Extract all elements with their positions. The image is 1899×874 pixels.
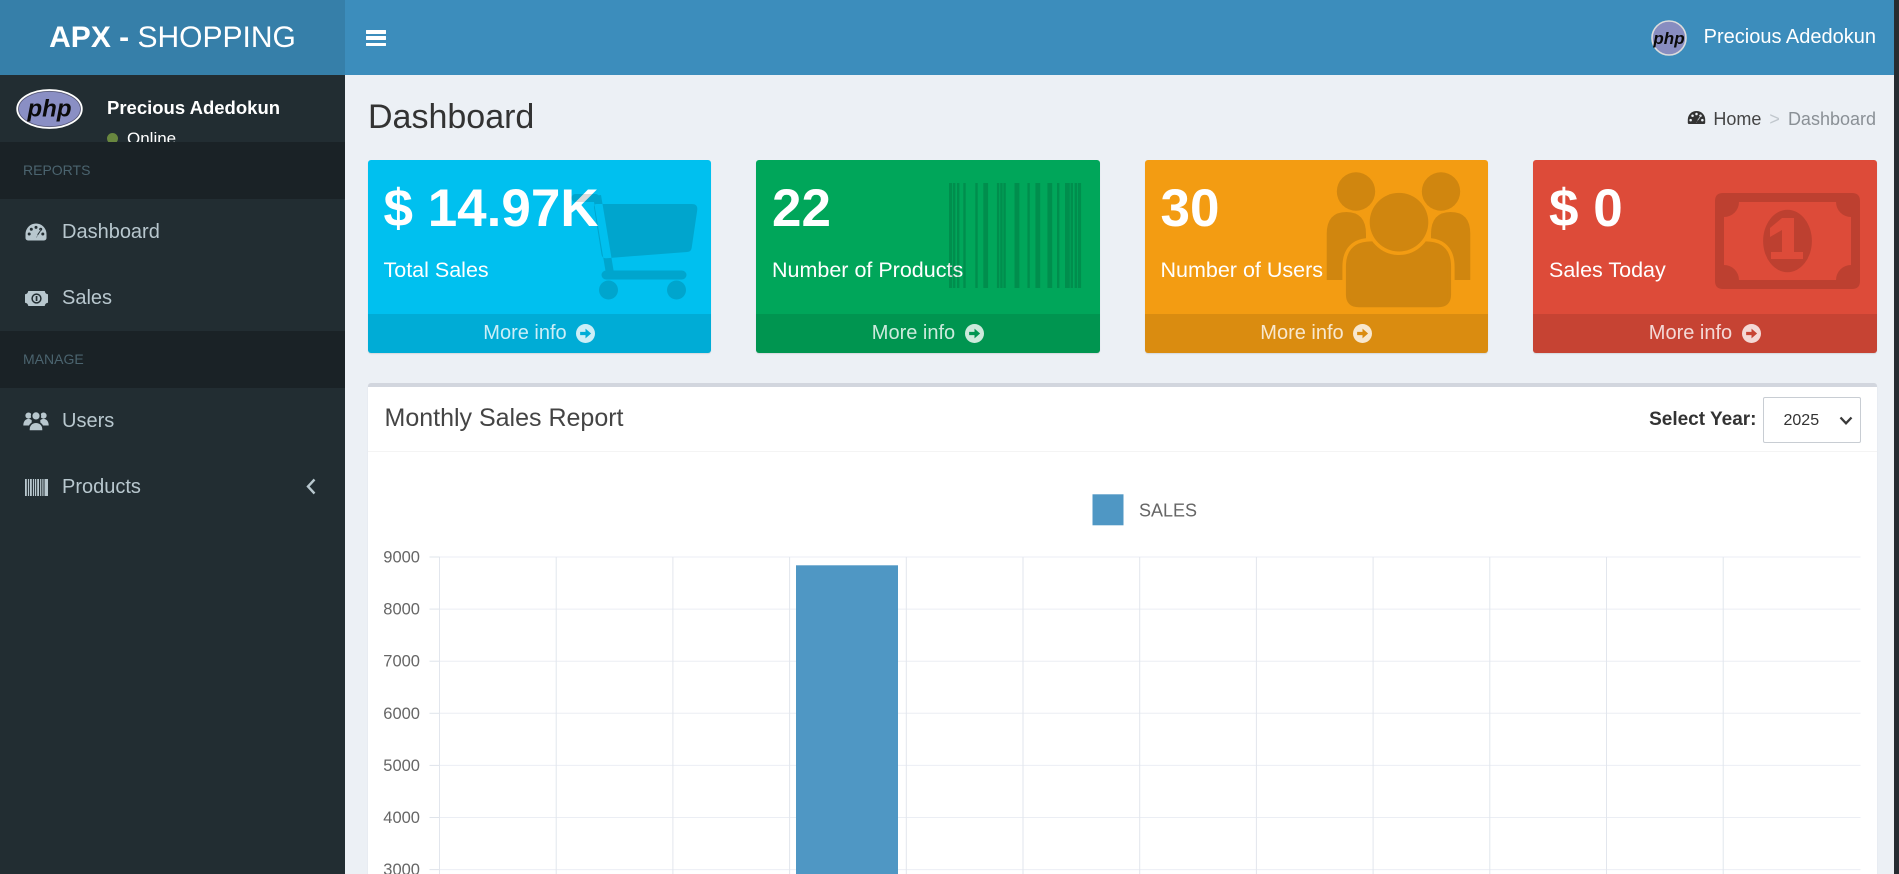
svg-text:6000: 6000: [383, 705, 420, 723]
svg-text:5000: 5000: [383, 757, 420, 775]
svg-text:SALES: SALES: [1139, 501, 1197, 521]
svg-text:7000: 7000: [383, 653, 420, 671]
svg-text:php: php: [27, 96, 72, 123]
svg-text:8000: 8000: [383, 601, 420, 619]
svg-text:4000: 4000: [383, 809, 420, 827]
svg-text:php: php: [1652, 29, 1684, 48]
svg-text:3000: 3000: [383, 861, 420, 874]
svg-text:9000: 9000: [383, 549, 420, 567]
